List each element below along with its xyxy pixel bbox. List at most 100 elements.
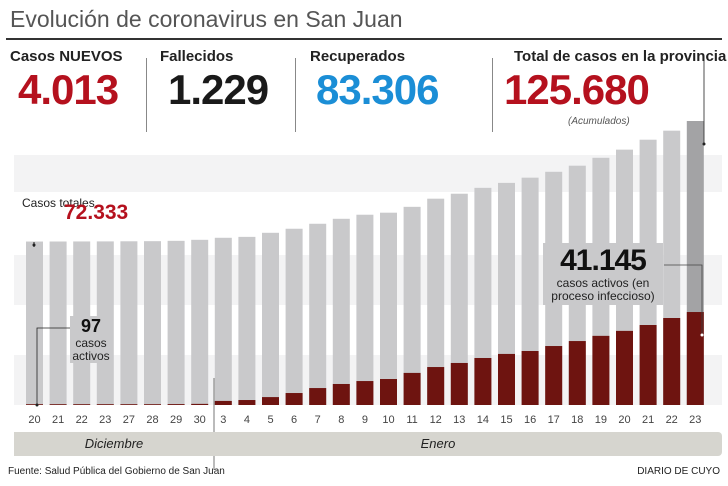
x-tick-label: 23 — [689, 414, 701, 426]
active-bar — [663, 318, 681, 405]
active-bar — [167, 404, 185, 405]
active-bar — [120, 404, 138, 405]
x-tick-label: 29 — [170, 414, 182, 426]
x-tick-label: 21 — [642, 414, 654, 426]
active-bar — [427, 367, 445, 405]
end-active-label: casos activos (en proceso infeccioso) — [551, 276, 655, 303]
leader-dot — [702, 142, 706, 146]
total-bar — [332, 218, 350, 405]
x-tick-label: 22 — [76, 414, 88, 426]
x-tick-label: 7 — [315, 414, 321, 426]
active-bar — [144, 404, 161, 405]
x-tick-label: 5 — [267, 414, 273, 426]
total-bar — [450, 193, 468, 405]
x-tick-label: 8 — [338, 414, 344, 426]
active-bar — [214, 400, 232, 405]
x-tick-label: 13 — [453, 414, 465, 426]
active-bar — [380, 379, 397, 405]
month-enero: Enero — [214, 432, 722, 456]
active-bar — [96, 404, 114, 405]
active-bar — [332, 383, 350, 405]
recovered-value: 83.306 — [316, 66, 439, 113]
x-tick-label: 28 — [146, 414, 158, 426]
active-bar — [568, 341, 586, 405]
x-tick-label: 30 — [194, 414, 206, 426]
total-bar — [309, 223, 327, 405]
x-tick-label: 17 — [548, 414, 560, 426]
total-bar — [214, 237, 232, 405]
leader-dot — [35, 403, 39, 407]
x-tick-label: 19 — [595, 414, 607, 426]
active-bar — [49, 404, 67, 405]
total-bar — [521, 177, 539, 405]
start-active-box: 97 casos activos — [70, 316, 112, 363]
total-bar — [356, 214, 374, 405]
leader-dot — [700, 333, 704, 337]
page-title: Evolución de coronavirus en San Juan — [10, 6, 403, 32]
x-tick-label: 27 — [123, 414, 135, 426]
x-tick-label: 6 — [291, 414, 297, 426]
active-bar — [26, 404, 43, 405]
active-bar — [498, 353, 515, 405]
total-bar — [427, 198, 445, 405]
x-tick-label: 21 — [52, 414, 64, 426]
x-tick-label: 12 — [430, 414, 442, 426]
x-tick-label: 9 — [362, 414, 368, 426]
active-bar — [191, 403, 209, 405]
total-bar — [285, 228, 303, 405]
total-bar — [49, 241, 67, 405]
total-bar — [167, 240, 185, 405]
total-label: Total de casos en la provincia — [514, 48, 727, 65]
total-bar — [238, 236, 256, 405]
new-cases-label: Casos NUEVOS — [10, 48, 123, 65]
active-bar — [262, 397, 279, 405]
start-total-label: Casos totales — [22, 196, 95, 210]
deaths-label: Fallecidos — [160, 48, 234, 65]
active-bar — [238, 400, 256, 405]
end-active-box: 41.145 casos activos (en proceso infecci… — [543, 243, 663, 305]
active-bar — [73, 404, 91, 405]
active-bar — [403, 372, 421, 405]
x-tick-label: 16 — [524, 414, 536, 426]
x-tick-label: 3 — [220, 414, 226, 426]
divider — [492, 58, 493, 132]
divider — [295, 58, 296, 132]
start-total-value: 72.333 — [64, 201, 129, 224]
new-cases-value: 4.013 — [18, 66, 119, 113]
active-bar — [616, 330, 633, 405]
total-bar — [120, 241, 138, 405]
total-bar — [403, 206, 421, 405]
leader-dot — [32, 243, 36, 247]
month-diciembre: Diciembre — [14, 432, 214, 456]
active-bar — [592, 335, 610, 405]
active-bar — [639, 325, 657, 405]
total-value: 125.680 — [504, 66, 650, 113]
total-bar — [474, 187, 492, 405]
active-bar — [309, 388, 327, 405]
end-active-value: 41.145 — [560, 244, 647, 277]
active-bar — [686, 312, 704, 405]
x-tick-label: 23 — [99, 414, 111, 426]
total-bar — [262, 232, 279, 405]
x-tick-label: 14 — [477, 414, 489, 426]
background-band — [14, 155, 722, 192]
total-bar — [26, 241, 43, 405]
leader-line — [36, 327, 70, 405]
divider — [146, 58, 147, 132]
total-note: (Acumulados) — [568, 116, 630, 127]
active-bar — [356, 381, 374, 405]
total-bar — [380, 212, 397, 405]
leader-line — [664, 264, 703, 335]
active-bar — [474, 357, 492, 405]
start-active-label: casos activos — [72, 336, 110, 363]
x-tick-label: 20 — [28, 414, 40, 426]
active-bar — [450, 362, 468, 405]
start-active-value: 97 — [80, 316, 102, 336]
x-tick-label: 4 — [244, 414, 250, 426]
divider — [6, 38, 722, 40]
deaths-value: 1.229 — [168, 66, 269, 113]
x-tick-label: 22 — [666, 414, 678, 426]
source-note: Fuente: Salud Pública del Gobierno de Sa… — [8, 466, 225, 477]
total-bar — [144, 241, 161, 405]
